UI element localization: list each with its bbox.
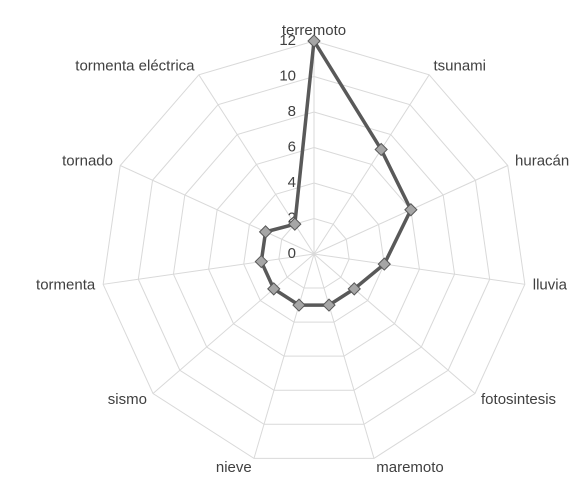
grid-ring — [102, 40, 526, 459]
marker — [307, 34, 321, 48]
spoke — [152, 253, 315, 394]
spoke — [313, 253, 476, 394]
spoke — [313, 253, 525, 285]
grid-ring — [278, 217, 350, 289]
spoke — [313, 74, 430, 255]
marker — [374, 142, 388, 157]
y-tick-label: 4 — [288, 174, 296, 191]
category-label: lluvia — [533, 277, 568, 294]
marker — [254, 254, 268, 269]
spoke — [253, 253, 315, 459]
category-label: fotosintesis — [481, 391, 556, 408]
spoke — [120, 165, 315, 255]
grid-ring — [172, 111, 456, 391]
category-label: tormenta — [36, 277, 96, 294]
category-label: huracán — [515, 152, 569, 169]
marker — [288, 217, 302, 231]
marker — [292, 298, 306, 312]
category-label: tormenta eléctrica — [75, 57, 195, 74]
category-label: sismo — [108, 391, 147, 408]
grid-ring — [208, 146, 420, 357]
grid-ring — [137, 75, 491, 425]
category-label: maremoto — [376, 459, 444, 476]
y-tick-label: 10 — [279, 67, 296, 84]
category-label: terremoto — [282, 22, 346, 39]
y-tick-label: 8 — [288, 103, 296, 120]
y-tick-label: 0 — [288, 245, 296, 262]
y-tick-label: 12 — [279, 32, 296, 49]
category-label: nieve — [216, 459, 252, 476]
y-tick-label: 6 — [288, 138, 296, 155]
spoke — [103, 253, 315, 285]
marker — [347, 282, 361, 296]
category-label: tornado — [62, 152, 113, 169]
grid-ring — [243, 182, 385, 323]
marker — [267, 282, 281, 296]
y-tick-label: 2 — [288, 209, 296, 226]
marker — [258, 225, 273, 239]
category-label: tsunami — [433, 57, 486, 74]
marker — [322, 298, 336, 312]
spoke — [313, 253, 375, 459]
marker — [377, 257, 391, 271]
marker — [404, 203, 418, 217]
